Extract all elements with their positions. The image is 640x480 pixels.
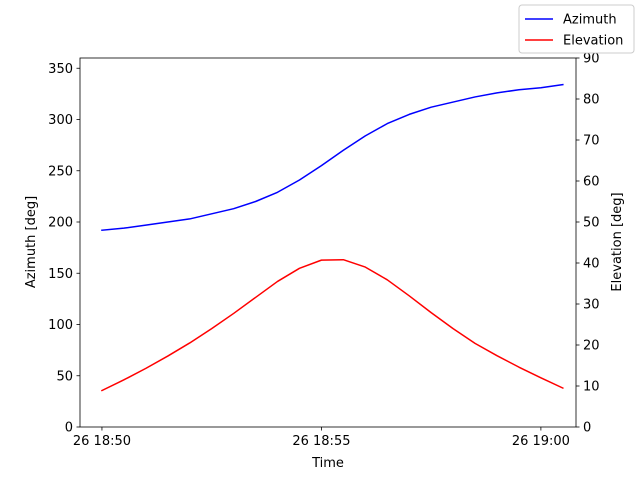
y-right-tick-label: 60 bbox=[583, 175, 600, 190]
plot-frame bbox=[79, 57, 577, 428]
legend: Azimuth Elevation bbox=[518, 4, 635, 54]
y-left-tick-label: 0 bbox=[65, 421, 73, 436]
y-left-tick-label: 100 bbox=[48, 318, 73, 333]
y-left-tick-label: 300 bbox=[48, 113, 73, 128]
series-line-elevation bbox=[100, 258, 564, 392]
y-right-tick-label: 80 bbox=[583, 93, 600, 108]
y-axis-label-left: Azimuth [deg] bbox=[24, 196, 39, 288]
y-left-tick-label: 250 bbox=[48, 164, 73, 179]
y-right-tick-label: 10 bbox=[583, 380, 600, 395]
y-right-tick-label: 90 bbox=[583, 52, 600, 67]
y-right-tick-label: 20 bbox=[583, 339, 600, 354]
y-left-tick-label: 50 bbox=[56, 369, 73, 384]
y-axis-label-right: Elevation [deg] bbox=[610, 192, 625, 291]
y-right-tick-label: 30 bbox=[583, 298, 600, 313]
series-layer bbox=[100, 83, 564, 392]
y-right-tick-label: 50 bbox=[583, 216, 600, 231]
series-line-azimuth bbox=[101, 83, 564, 232]
legend-label-azimuth: Azimuth bbox=[563, 13, 617, 28]
y-right-tick-label: 40 bbox=[583, 257, 600, 272]
legend-label-elevation: Elevation bbox=[563, 34, 623, 49]
y-right-tick-label: 0 bbox=[583, 421, 591, 436]
x-tick-label: 26 19:00 bbox=[512, 434, 570, 449]
legend-box bbox=[518, 4, 635, 54]
y-left-tick-label: 350 bbox=[48, 62, 73, 77]
y-left-tick-label: 200 bbox=[48, 216, 73, 231]
x-tick-label: 26 18:55 bbox=[292, 434, 350, 449]
x-tick-label: 26 18:50 bbox=[73, 434, 131, 449]
y-right-tick-label: 70 bbox=[583, 134, 600, 149]
axes-layer: 0 50 100 150 200 250 300 350 0 10 20 30 40 50 60 70 80 90… bbox=[48, 52, 599, 450]
x-axis-label: Time bbox=[311, 456, 344, 471]
y-left-tick-label: 150 bbox=[48, 267, 73, 282]
